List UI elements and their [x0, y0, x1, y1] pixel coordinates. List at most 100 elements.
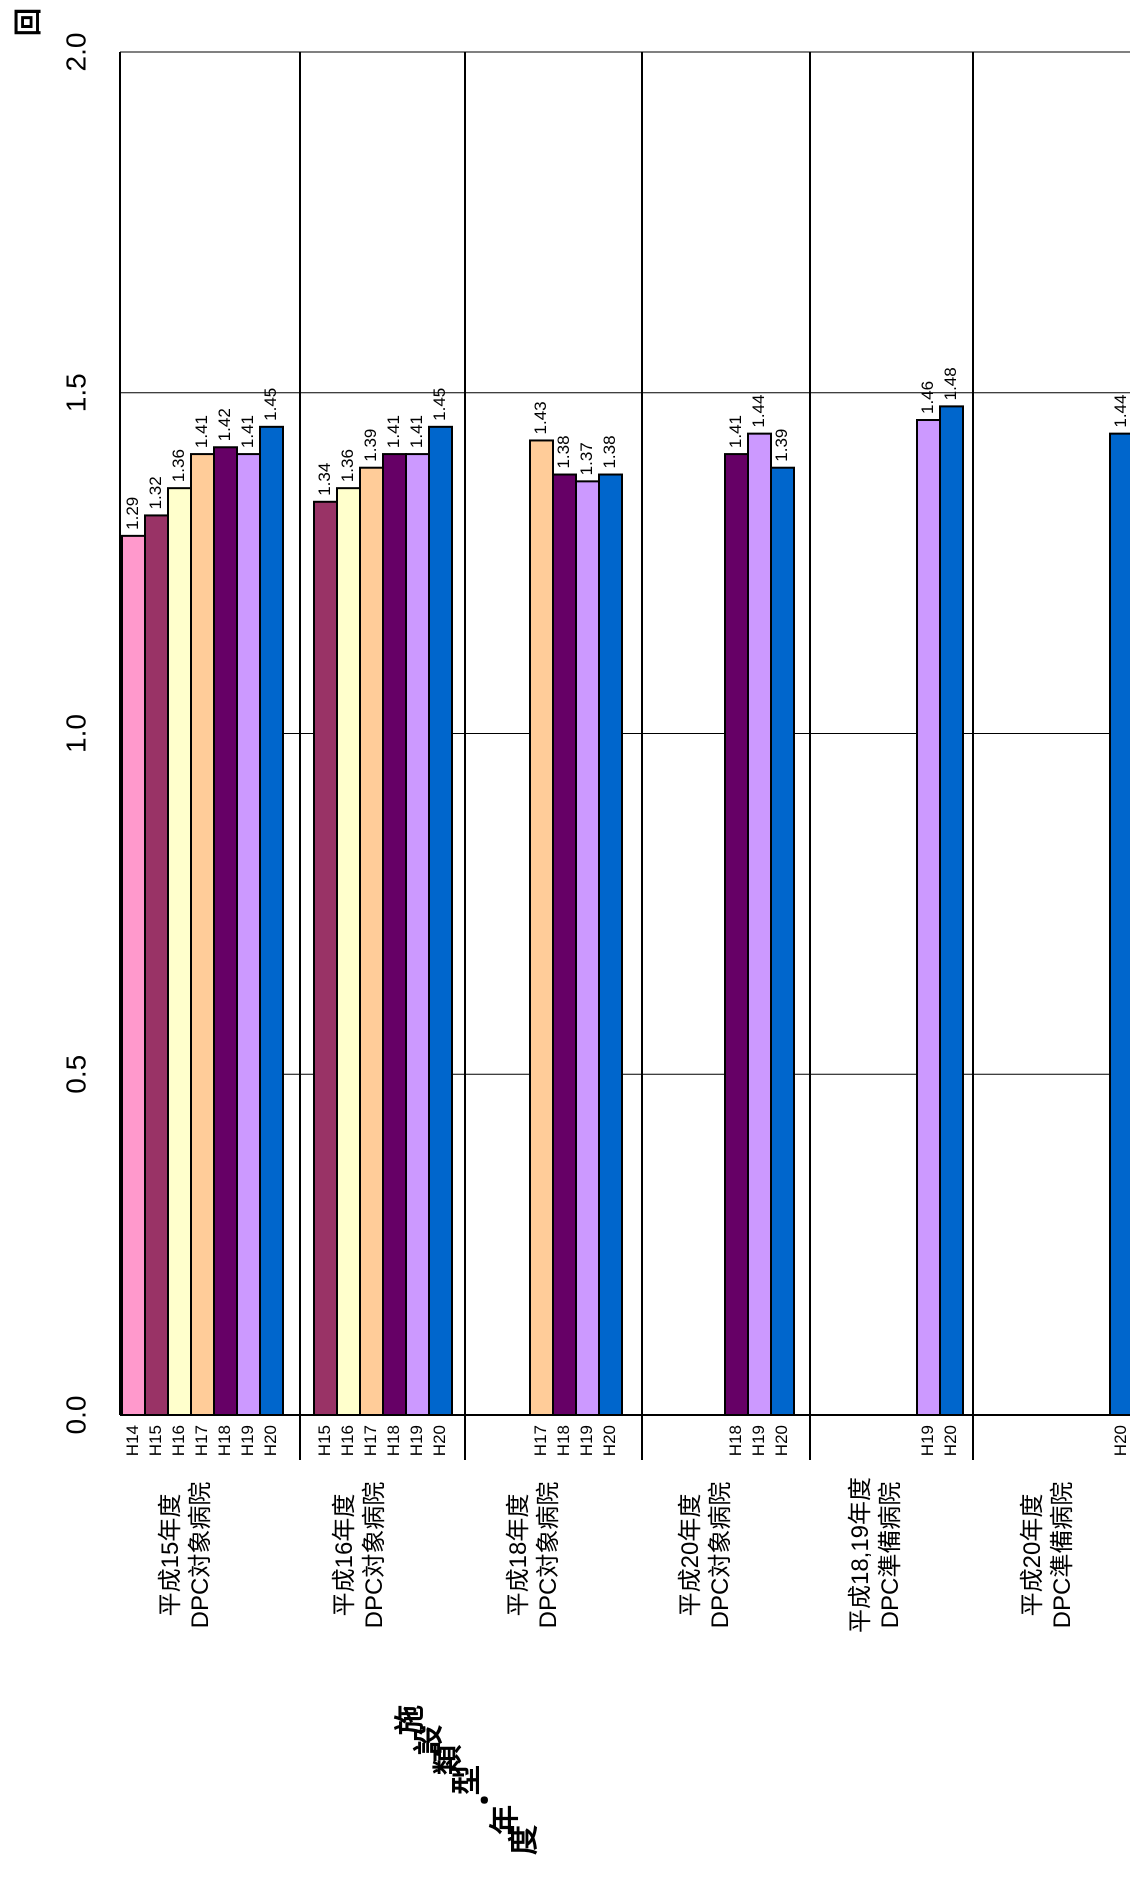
x-axis-label-char: 設	[412, 1725, 446, 1755]
bar	[382, 453, 407, 1416]
group-label: 平成20年度 DPC準備病院	[1019, 1482, 1076, 1629]
bar	[405, 453, 430, 1416]
x-tick-label: H18	[384, 1425, 403, 1456]
x-axis-label-char: 度	[508, 1825, 541, 1855]
x-tick-label: H17	[192, 1425, 211, 1456]
bar	[1109, 432, 1130, 1416]
data-label: 1.41	[407, 415, 426, 448]
bar	[552, 473, 577, 1416]
x-axis-label-char: ・	[470, 1785, 503, 1815]
x-tick-label: H18	[215, 1425, 234, 1456]
group-label: 平成15年度 DPC対象病院	[157, 1482, 214, 1629]
x-tick-label: H16	[338, 1425, 357, 1456]
y-tick-label: 0.5	[60, 1055, 91, 1094]
group-label: 平成20年度 DPC対象病院	[677, 1482, 734, 1629]
data-label: 1.48	[941, 367, 960, 400]
group-label-line: 平成20年度	[1019, 1494, 1046, 1617]
x-tick-label: H19	[749, 1425, 768, 1456]
x-tick-label: H20	[600, 1425, 619, 1456]
bar	[236, 453, 261, 1416]
bar	[144, 514, 169, 1416]
group-label-line: 平成20年度	[677, 1494, 704, 1617]
bar	[939, 405, 964, 1416]
bar	[575, 480, 600, 1417]
data-label: 1.43	[531, 401, 550, 434]
x-tick-label: H19	[577, 1425, 596, 1456]
bar	[190, 453, 215, 1416]
y-tick-label: 2.0	[60, 33, 91, 72]
data-label: 1.41	[384, 415, 403, 448]
data-label: 1.29	[123, 497, 142, 530]
data-label: 1.41	[192, 415, 211, 448]
data-label: 1.42	[215, 408, 234, 441]
group-label-line: DPC対象病院	[535, 1482, 562, 1629]
data-label: 1.36	[169, 449, 188, 482]
bar	[359, 466, 384, 1416]
x-tick-label: H20	[941, 1425, 960, 1456]
bar	[167, 487, 192, 1417]
group-label: 平成18,19年度 DPC準備病院	[847, 1477, 904, 1633]
bar	[529, 439, 554, 1416]
x-tick-label: H15	[315, 1425, 334, 1456]
group-label-line: 平成16年度	[331, 1494, 358, 1617]
bar	[213, 446, 238, 1416]
x-tick-label: H20	[430, 1425, 449, 1456]
group-label: 平成16年度 DPC対象病院	[331, 1482, 388, 1629]
bar	[259, 425, 284, 1416]
x-axis-label-char: 年	[489, 1805, 522, 1835]
x-tick-label: H16	[169, 1425, 188, 1456]
data-label: 1.44	[749, 395, 768, 428]
data-label: 1.41	[726, 415, 745, 448]
y-tick-label: 0.0	[60, 1396, 91, 1435]
data-label: 1.34	[315, 463, 334, 496]
x-tick-label: H18	[726, 1425, 745, 1456]
data-label: 1.39	[772, 429, 791, 462]
data-label: 1.39	[361, 429, 380, 462]
data-label: 1.45	[430, 388, 449, 421]
bar	[428, 425, 453, 1416]
x-axis-label-char: 施	[394, 1705, 427, 1735]
data-label: 1.46	[918, 381, 937, 414]
x-tick-label: H19	[407, 1425, 426, 1456]
x-tick-label: H19	[918, 1425, 937, 1456]
data-label: 1.44	[1111, 395, 1130, 428]
data-label: 1.38	[600, 435, 619, 468]
data-label: 1.38	[554, 435, 573, 468]
bar	[336, 487, 361, 1417]
bar	[916, 419, 941, 1416]
group-label-line: DPC対象病院	[361, 1482, 388, 1629]
group-label-line: 平成18,19年度	[847, 1477, 874, 1633]
x-tick-label: H14	[123, 1425, 142, 1456]
data-label: 1.36	[338, 449, 357, 482]
y-tick-label: 1.0	[60, 714, 91, 753]
data-label: 1.41	[238, 415, 257, 448]
x-tick-label: H15	[146, 1425, 165, 1456]
data-label: 1.45	[261, 388, 280, 421]
group-label-line: DPC準備病院	[1049, 1482, 1076, 1629]
data-label: 1.32	[146, 476, 165, 509]
bar	[770, 466, 795, 1416]
x-tick-label: H19	[238, 1425, 257, 1456]
bar	[121, 534, 146, 1416]
x-tick-label: H20	[1111, 1425, 1130, 1456]
group-label-line: DPC対象病院	[707, 1482, 734, 1629]
x-tick-label: H17	[361, 1425, 380, 1456]
x-tick-label: H17	[531, 1425, 550, 1456]
bar	[313, 500, 338, 1417]
data-label: 1.37	[577, 442, 596, 475]
x-tick-label: H20	[261, 1425, 280, 1456]
x-axis-label-char: 類	[432, 1744, 465, 1775]
group-label-line: 平成15年度	[157, 1494, 184, 1617]
group-label-line: 平成18年度	[505, 1494, 532, 1617]
bar	[724, 453, 749, 1416]
y-tick-label: 1.5	[60, 373, 91, 412]
y-axis-label: 回	[12, 8, 43, 36]
group-label-line: DPC準備病院	[877, 1482, 904, 1629]
bar	[598, 473, 623, 1416]
x-tick-label: H20	[772, 1425, 791, 1456]
x-axis-label-char: 型	[451, 1765, 484, 1795]
group-label-line: DPC対象病院	[187, 1482, 214, 1629]
group-label: 平成18年度 DPC対象病院	[505, 1482, 562, 1629]
bar	[747, 432, 772, 1416]
